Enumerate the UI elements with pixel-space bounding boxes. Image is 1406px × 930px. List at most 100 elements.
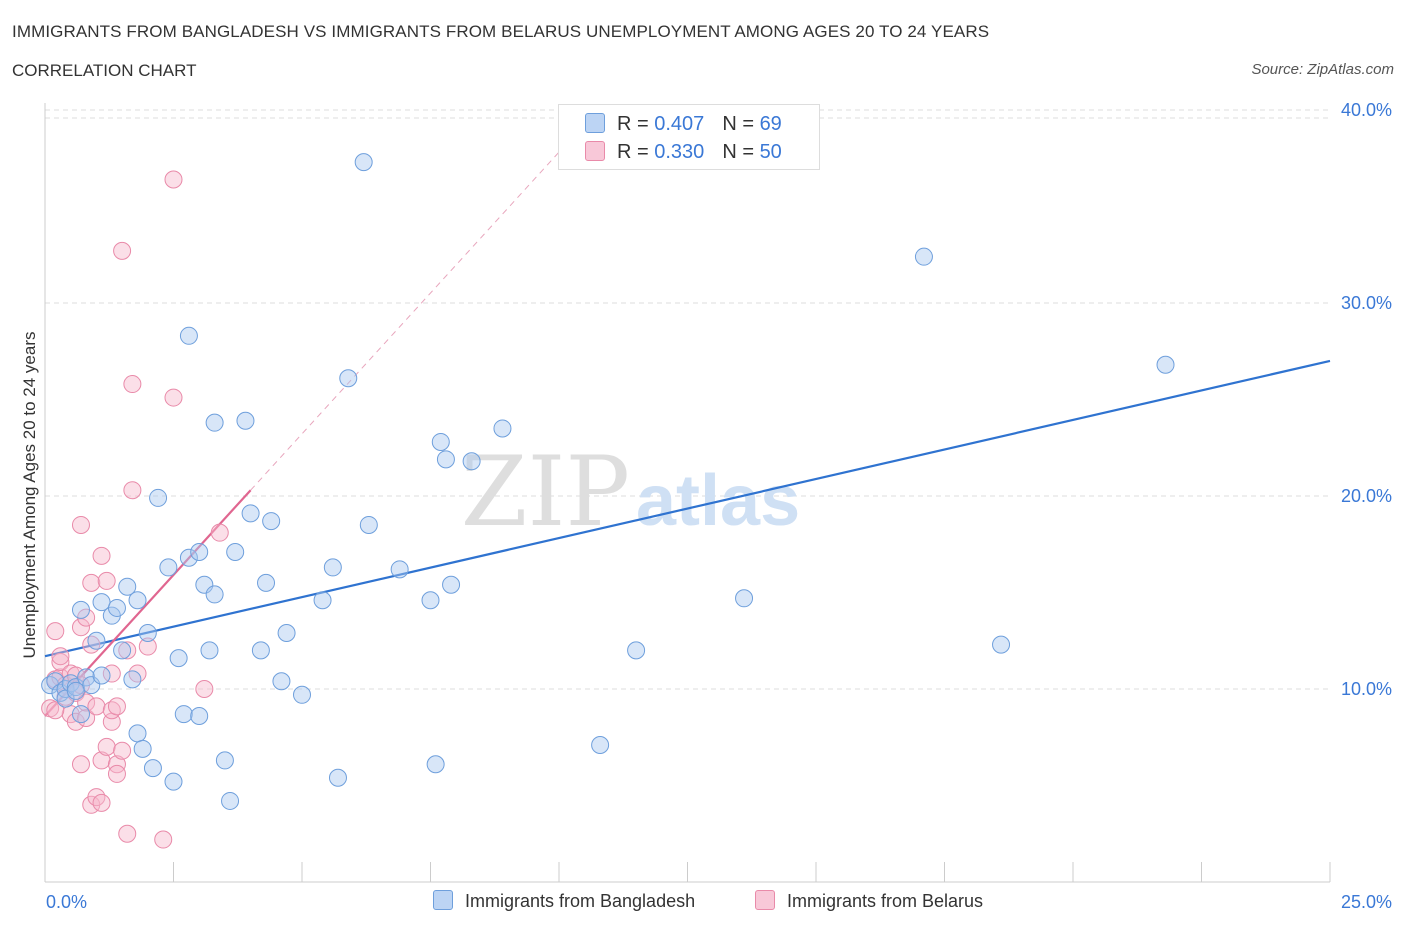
data-point-bangladesh	[359, 515, 378, 534]
data-point-belarus	[123, 375, 142, 394]
data-point-bangladesh	[992, 635, 1011, 654]
watermark-zip: ZIP	[461, 436, 630, 548]
data-point-belarus	[51, 647, 70, 666]
data-point-bangladesh	[174, 705, 193, 724]
data-point-belarus	[138, 637, 157, 656]
data-point-belarus	[82, 573, 101, 592]
data-point-bangladesh	[46, 672, 65, 691]
data-point-bangladesh	[179, 548, 198, 567]
y-tick-label: 30.0%	[1341, 293, 1392, 313]
data-point-belarus	[123, 481, 142, 500]
data-point-bangladesh	[421, 591, 440, 610]
data-point-bangladesh	[627, 641, 646, 660]
legend-swatch-pink	[585, 141, 605, 161]
data-point-bangladesh	[226, 542, 245, 561]
trend-line-bangladesh	[44, 359, 1331, 658]
data-point-bangladesh	[66, 681, 85, 700]
source-credit: Source: ZipAtlas.com	[1251, 61, 1394, 78]
x-tick-label-max: 25.0%	[1341, 892, 1392, 912]
legend-n-label: N =	[722, 141, 754, 163]
data-point-bangladesh	[200, 641, 219, 660]
data-point-belarus	[195, 680, 214, 698]
data-point-belarus	[87, 697, 106, 716]
data-point-belarus	[118, 641, 137, 660]
gridlines	[45, 109, 1330, 690]
data-point-belarus	[97, 571, 116, 590]
data-point-bangladesh	[164, 772, 183, 791]
axes	[44, 103, 1331, 883]
trend-line-belarus	[44, 489, 252, 717]
data-point-bangladesh	[354, 153, 373, 172]
data-point-bangladesh	[390, 560, 409, 579]
data-point-belarus	[154, 830, 173, 849]
data-point-belarus	[210, 523, 229, 542]
data-point-belarus	[113, 241, 132, 260]
data-point-bangladesh	[493, 419, 512, 438]
legend-n-label: N =	[722, 113, 754, 135]
data-point-bangladesh	[71, 600, 90, 619]
y-tick-label: 10.0%	[1341, 679, 1392, 699]
data-point-bangladesh	[323, 558, 342, 577]
data-point-belarus	[92, 546, 111, 565]
data-point-bangladesh	[179, 326, 198, 345]
data-point-belarus	[51, 652, 70, 671]
data-point-bangladesh	[138, 624, 157, 643]
data-point-bangladesh	[328, 768, 347, 787]
data-point-belarus	[77, 693, 96, 712]
data-point-belarus	[46, 701, 65, 720]
data-point-belarus	[71, 755, 90, 774]
data-point-belarus	[107, 764, 126, 783]
bottom-legend-bangladesh: Immigrants from Bangladesh	[433, 890, 695, 912]
data-point-bangladesh	[159, 558, 178, 577]
data-point-bangladesh	[293, 685, 311, 704]
data-point-bangladesh	[251, 641, 270, 660]
y-tick-label: 40.0%	[1341, 100, 1392, 120]
y-axis-label: Unemployment Among Ages 20 to 24 years	[20, 331, 39, 659]
data-point-belarus	[113, 741, 132, 760]
data-point-belarus	[128, 664, 147, 683]
data-point-bangladesh	[914, 247, 933, 266]
bottom-legend-label: Immigrants from Belarus	[787, 891, 984, 911]
correlation-legend: R = 0.407 N = 69 R = 0.330 N = 50	[558, 104, 820, 170]
data-point-bangladesh	[128, 591, 147, 610]
data-point-belarus	[92, 751, 111, 770]
data-point-bangladesh	[149, 488, 168, 507]
data-point-bangladesh	[205, 585, 224, 604]
chart-title: IMMIGRANTS FROM BANGLADESH VS IMMIGRANTS…	[12, 22, 990, 41]
data-point-bangladesh	[277, 624, 296, 643]
data-point-belarus	[87, 788, 106, 807]
data-point-bangladesh	[262, 512, 281, 531]
data-point-bangladesh	[128, 724, 147, 743]
data-point-bangladesh	[92, 593, 111, 612]
data-point-bangladesh	[272, 672, 291, 691]
data-point-bangladesh	[107, 598, 126, 617]
bottom-legend-swatch-blue	[433, 890, 453, 910]
bottom-legend-label: Immigrants from Bangladesh	[465, 891, 696, 911]
data-point-belarus	[107, 755, 126, 774]
legend-r-value: 0.330	[654, 141, 705, 163]
data-point-bangladesh	[56, 689, 75, 708]
chart-subtitle: CORRELATION CHART	[12, 61, 197, 80]
data-point-bangladesh	[257, 573, 276, 592]
data-point-belarus	[92, 793, 111, 812]
data-point-bangladesh	[431, 432, 450, 451]
legend-row-bangladesh: R = 0.407 N = 69	[585, 112, 782, 136]
data-point-bangladesh	[339, 369, 358, 388]
data-point-bangladesh	[118, 577, 137, 596]
data-point-bangladesh	[215, 751, 234, 770]
data-point-bangladesh	[113, 641, 132, 660]
data-point-bangladesh	[221, 791, 240, 810]
data-point-bangladesh	[313, 591, 332, 610]
bottom-legend-swatch-pink	[755, 890, 775, 910]
data-point-bangladesh	[436, 450, 455, 469]
data-point-belarus	[71, 515, 90, 534]
data-point-bangladesh	[426, 755, 445, 774]
data-point-bangladesh	[92, 666, 111, 685]
data-point-bangladesh	[205, 413, 224, 432]
data-point-belarus	[107, 697, 126, 716]
y-tick-label: 20.0%	[1341, 486, 1392, 506]
data-point-bangladesh	[442, 575, 461, 594]
legend-n-value: 50	[759, 141, 782, 163]
data-point-bangladesh	[190, 707, 209, 726]
data-point-bangladesh	[169, 649, 188, 668]
